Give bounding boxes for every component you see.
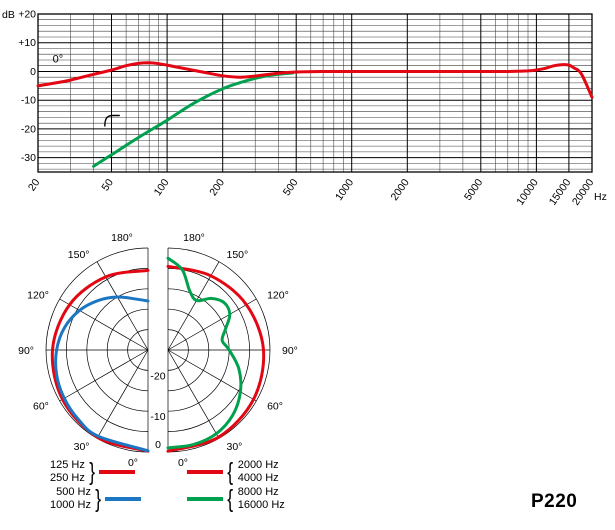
legend-label-16000hz: 16000 Hz [237, 499, 285, 511]
fr-series-frontal-response-0deg [36, 61, 594, 99]
legend-column-low-frequencies: 125 Hz 250 Hz } 500 Hz 1000 Hz } [50, 459, 142, 513]
fr-annotation-0deg: 0° [53, 53, 64, 65]
svg-text:10000: 10000 [514, 177, 541, 208]
model-label: P220 [531, 491, 578, 512]
legend-group-500-1000hz: 500 Hz 1000 Hz } [50, 484, 142, 513]
legend-label-125hz: 125 Hz [50, 459, 85, 471]
svg-text:1000: 1000 [333, 177, 356, 203]
polar-legend: 125 Hz 250 Hz } 500 Hz 1000 Hz } { 2000 … [50, 459, 285, 512]
legend-labels: 500 Hz 1000 Hz [50, 486, 91, 512]
svg-text:15000: 15000 [547, 177, 574, 208]
svg-text:30°: 30° [74, 441, 90, 453]
polar-pattern-chart: 180° 150° 120° 90° 60° 30° 0° 180° 150° 120° 90° 60… [18, 232, 298, 469]
closing-brace: } [95, 484, 102, 513]
fr-axis-labels: dB +20 +10 0 -10 -20 -30 20 50 100 200 500 1000 2000 5… [2, 9, 607, 208]
svg-text:-20: -20 [150, 370, 165, 382]
svg-text:+20: +20 [18, 9, 36, 21]
legend-label-8000hz: 8000 Hz [237, 486, 279, 498]
svg-text:180°: 180° [183, 232, 205, 244]
svg-text:90°: 90° [18, 345, 34, 357]
polar-angle-labels-right: 180° 150° 120° 90° 60° 30° 0° [178, 232, 298, 469]
svg-text:120°: 120° [27, 290, 49, 302]
svg-text:20: 20 [26, 177, 43, 194]
legend-labels: 125 Hz 250 Hz [50, 459, 85, 485]
legend-label-1000hz: 1000 Hz [50, 499, 91, 511]
svg-text:0°: 0° [178, 457, 188, 469]
closing-brace: } [89, 457, 95, 486]
fr-annotations: 0° [53, 53, 120, 127]
opening-brace: { [227, 484, 234, 513]
legend-group-125-250hz: 125 Hz 250 Hz } [50, 459, 141, 485]
svg-text:150°: 150° [68, 249, 90, 261]
fr-unit-db: dB [2, 9, 15, 21]
svg-text:90°: 90° [282, 345, 298, 357]
svg-text:-20: -20 [21, 123, 36, 135]
legend-line-blue [105, 497, 142, 501]
svg-text:200: 200 [207, 177, 227, 198]
fr-unit-hz: Hz [594, 191, 607, 203]
legend-label-4000hz: 4000 Hz [237, 472, 279, 484]
svg-text:0: 0 [30, 66, 36, 78]
svg-text:500: 500 [281, 177, 301, 198]
svg-text:50: 50 [99, 177, 116, 194]
svg-text:0°: 0° [128, 457, 138, 469]
svg-text:100: 100 [152, 177, 172, 198]
polar-right-2000-4000hz [166, 264, 266, 453]
legend-label-500hz: 500 Hz [56, 486, 91, 498]
svg-text:-10: -10 [21, 95, 36, 107]
bass-cut-filter-icon [104, 114, 120, 127]
fr-plot-border [37, 13, 593, 173]
svg-text:-10: -10 [150, 411, 165, 423]
legend-group-8000-16000hz: { 8000 Hz 16000 Hz [187, 484, 285, 513]
legend-line-green [187, 497, 224, 501]
svg-text:150°: 150° [227, 249, 249, 261]
svg-text:20000: 20000 [570, 177, 597, 208]
svg-text:60°: 60° [267, 401, 283, 413]
legend-labels: 8000 Hz 16000 Hz [238, 486, 285, 512]
svg-text:180°: 180° [111, 232, 133, 244]
legend-column-high-frequencies: { 2000 Hz 4000 Hz { 8000 Hz 16000 Hz [187, 459, 285, 513]
svg-text:2000: 2000 [389, 177, 412, 203]
fr-grid-minor [38, 14, 592, 172]
legend-line-red-high [187, 470, 224, 474]
fr-series-bass-cut-filter-response [92, 71, 295, 168]
svg-text:60°: 60° [33, 401, 49, 413]
opening-brace: { [227, 457, 234, 486]
svg-text:30°: 30° [227, 441, 243, 453]
polar-ring-labels: -20 -10 0 [150, 370, 165, 451]
svg-text:-30: -30 [21, 152, 36, 164]
svg-text:+10: +10 [18, 37, 36, 49]
legend-line-red-low [99, 470, 136, 474]
legend-group-2000-4000hz: { 2000 Hz 4000 Hz [187, 459, 284, 485]
svg-text:5000: 5000 [462, 177, 485, 203]
svg-text:120°: 120° [267, 290, 289, 302]
polar-grid-left [45, 247, 149, 453]
polar-angle-labels-left: 180° 150° 120° 90° 60° 30° 0° [18, 232, 138, 469]
polar-left-500-1000hz [54, 295, 150, 453]
polar-right-8000-16000hz [166, 256, 243, 450]
legend-label-2000hz: 2000 Hz [237, 459, 279, 471]
legend-labels: 2000 Hz 4000 Hz [238, 459, 279, 485]
svg-text:0: 0 [155, 439, 161, 451]
legend-label-250hz: 250 Hz [50, 472, 85, 484]
frequency-response-chart: dB +20 +10 0 -10 -20 -30 20 50 100 200 500 1000 2000 5… [2, 9, 607, 208]
